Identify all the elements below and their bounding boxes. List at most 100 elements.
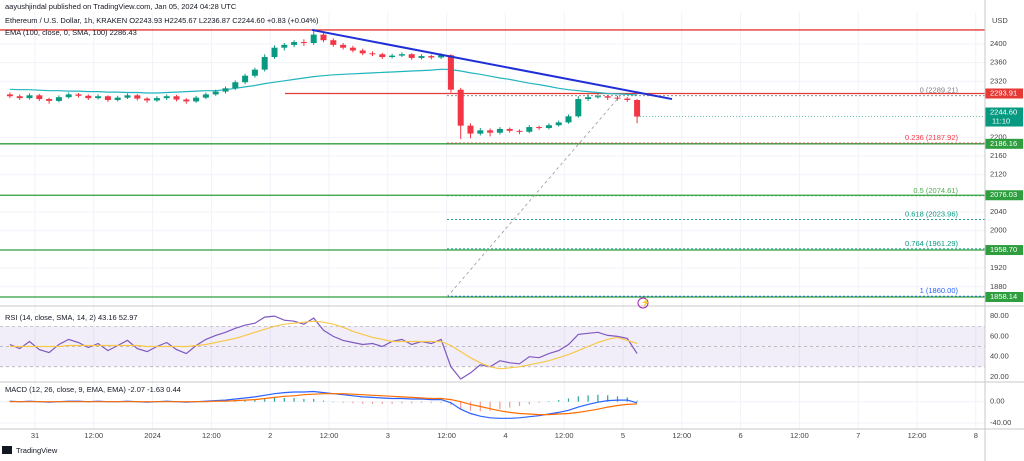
macd-histogram-bar xyxy=(283,397,285,402)
candle-body xyxy=(398,54,405,56)
candle-body xyxy=(359,50,366,54)
macd-histogram-bar xyxy=(264,398,266,402)
logo xyxy=(2,446,12,454)
macd-histogram-bar xyxy=(518,401,521,406)
x-tick-label: 7 xyxy=(856,431,860,440)
candle-body xyxy=(104,96,111,100)
macd-histogram-bar xyxy=(489,401,491,411)
macd-histogram-bar xyxy=(411,401,413,404)
candle-body xyxy=(75,94,82,96)
candle-body xyxy=(114,97,121,100)
candle-body xyxy=(506,128,513,131)
rsi-line xyxy=(9,315,638,380)
macd-histogram-bar xyxy=(430,401,432,403)
candle-body xyxy=(379,54,386,58)
candle-body xyxy=(95,96,102,99)
candle-body xyxy=(418,56,425,58)
candle-body xyxy=(212,91,219,95)
x-tick-label: 12:00 xyxy=(908,431,927,440)
candle-body xyxy=(163,96,170,99)
price-badge-label: 2244.60 xyxy=(990,108,1017,117)
candle-body xyxy=(536,127,543,129)
fib-connector xyxy=(446,95,621,298)
candle-body xyxy=(134,95,141,99)
candle-body xyxy=(428,56,435,58)
candle-body xyxy=(261,57,268,70)
x-tick-label: 8 xyxy=(974,431,978,440)
x-tick-label: 12:00 xyxy=(555,431,574,440)
y-tick-label: 2040 xyxy=(990,207,1007,216)
macd-histogram-bar xyxy=(636,400,638,402)
candle-body xyxy=(16,96,23,99)
ema-line xyxy=(9,68,638,96)
fib-label: 0.5 (2074.61) xyxy=(913,186,958,195)
candle-body xyxy=(467,125,474,134)
y-tick-label: 1880 xyxy=(990,282,1007,291)
candle-body xyxy=(575,99,582,117)
candle-body xyxy=(614,97,621,99)
x-tick-label: 4 xyxy=(503,431,507,440)
macd-histogram-bar xyxy=(469,401,472,411)
candle-body xyxy=(634,99,641,117)
x-tick-label: 12:00 xyxy=(84,431,103,440)
candle-body xyxy=(222,88,229,92)
candle-body xyxy=(604,96,611,98)
macd-histogram-bar xyxy=(548,401,550,402)
candle-body xyxy=(202,94,209,98)
x-tick-label: 12:00 xyxy=(320,431,339,440)
macd-histogram-bar xyxy=(509,401,511,408)
macd-histogram-bar xyxy=(313,399,315,402)
price-badge-label: 2076.03 xyxy=(990,190,1017,199)
price-badge xyxy=(985,190,1023,201)
x-tick-label: 5 xyxy=(621,431,625,440)
candle-body xyxy=(408,54,415,58)
fib-label: 0.236 (2187.92) xyxy=(905,133,958,142)
macd-line xyxy=(9,393,638,416)
trendline xyxy=(311,28,673,101)
macd-title: MACD (12, 26, close, 9, EMA, EMA) -2.07 … xyxy=(5,385,181,394)
y-tick-label: 0.00 xyxy=(990,397,1005,406)
x-tick-label: 12:00 xyxy=(672,431,691,440)
candle-body xyxy=(242,75,249,83)
countdown-label: 11:10 xyxy=(992,117,1010,126)
candle-body xyxy=(271,47,278,58)
price-badge-label: 1958.70 xyxy=(990,245,1017,254)
macd-histogram-bar xyxy=(322,400,325,402)
macd-histogram-bar xyxy=(391,401,393,404)
candle-body xyxy=(281,44,288,48)
y-tick-label: 2320 xyxy=(990,76,1007,85)
price-badge xyxy=(985,291,1023,302)
candle-body xyxy=(320,34,327,41)
candle-body xyxy=(310,34,317,44)
macd-histogram-bar xyxy=(558,400,560,402)
macd-histogram-bar xyxy=(440,401,442,403)
candle-body xyxy=(526,127,533,132)
macd-histogram-bar xyxy=(254,399,256,402)
macd-histogram-bar xyxy=(332,401,334,403)
y-tick-label: 80.00 xyxy=(990,311,1009,320)
candle-body xyxy=(173,96,180,100)
candle-body xyxy=(330,40,337,45)
x-tick-label: 31 xyxy=(31,431,39,440)
macd-histogram-bar xyxy=(303,399,305,402)
candle-body xyxy=(183,99,190,102)
y-tick-label: 2200 xyxy=(990,132,1007,141)
candle-body xyxy=(232,82,239,89)
macd-histogram-bar xyxy=(587,395,589,402)
fib-label: 0 (2289.21) xyxy=(920,86,959,95)
macd-histogram-bar xyxy=(381,401,383,404)
fib-label: 0.764 (1961.29) xyxy=(905,239,958,248)
y-tick-label: 2000 xyxy=(990,226,1007,235)
event-icon[interactable] xyxy=(637,297,649,309)
candle-body xyxy=(594,96,601,98)
price-badge-label: 2293.91 xyxy=(990,88,1017,97)
fib-label: 0.618 (2023.96) xyxy=(905,210,958,219)
macd-histogram-bar xyxy=(499,401,501,410)
candle-body xyxy=(389,55,396,58)
ema-legend: EMA (100, close, 0, SMA, 100) 2286.43 xyxy=(5,28,137,37)
macd-histogram-bar xyxy=(293,397,295,402)
candle-body xyxy=(153,98,160,101)
candle-body xyxy=(585,97,592,100)
macd-histogram-bar xyxy=(616,396,619,402)
